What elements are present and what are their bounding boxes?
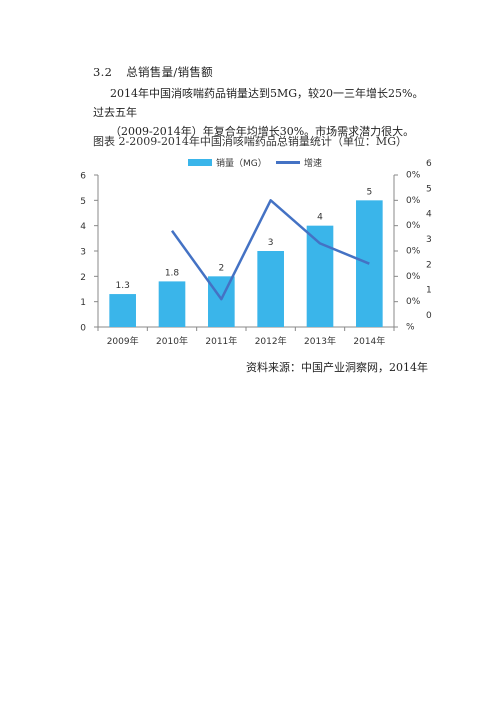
right-axis-tick-suffix: 0%	[406, 221, 421, 231]
source-note: 资料来源：中国产业洞察网，2014年	[246, 361, 428, 374]
section-title: 总销售量/销售额	[126, 65, 213, 79]
bar	[109, 294, 136, 327]
paragraph-line-2: （2009-2014年）年复合年均增长30%。市场需求潜力很大。	[110, 125, 415, 138]
chart-caption: 图表 2-2009-2014年中国消咳喘药品总销量统计（单位：MG）	[93, 135, 407, 148]
x-axis-tick-label: 2011年	[205, 335, 237, 347]
bar-data-label: 4	[317, 213, 323, 223]
right-axis-tick-suffix: %	[406, 323, 415, 333]
bar	[306, 225, 334, 327]
bar-data-label: 2	[218, 263, 224, 273]
x-axis-tick-label: 2012年	[255, 335, 287, 347]
paragraph-line-1: 2014年中国消咳喘药品销量达到5MG，较20一三年增长25%。过去五年	[93, 87, 424, 119]
right-axis-tick-label: 6	[426, 159, 432, 169]
right-axis-tick-label: 2	[426, 260, 432, 270]
x-axis-tick-label: 2013年	[304, 335, 336, 347]
section-heading: 3.2 总销售量/销售额	[93, 64, 213, 80]
right-axis-tick-label: 4	[426, 210, 432, 220]
left-axis-tick-label: 0	[80, 324, 86, 334]
bar-data-label: 1.8	[165, 268, 180, 278]
right-axis-tick-suffix: 0%	[406, 297, 421, 307]
right-axis-tick-label: 0	[426, 311, 432, 321]
left-axis-tick-label: 1	[80, 298, 86, 308]
left-axis-tick-label: 2	[80, 273, 86, 283]
right-axis-tick-suffix: 0%	[406, 171, 421, 181]
left-axis-tick-label: 4	[80, 222, 86, 232]
right-axis-tick-suffix: 0%	[406, 272, 421, 282]
x-axis-tick-label: 2009年	[107, 335, 139, 347]
bar	[208, 276, 235, 327]
x-axis-tick-label: 2014年	[353, 335, 385, 347]
left-axis-tick-label: 5	[80, 197, 86, 207]
section-number: 3.2	[93, 65, 113, 79]
body-paragraph: 2014年中国消咳喘药品销量达到5MG，较20一三年增长25%。过去五年 （20…	[93, 84, 433, 141]
bar-data-label: 3	[268, 238, 274, 248]
right-axis-tick-suffix: 0%	[406, 247, 421, 257]
bar	[257, 251, 284, 327]
legend-swatch-sales	[188, 159, 212, 166]
left-axis-tick-label: 6	[80, 172, 86, 182]
left-axis-tick-label: 3	[80, 248, 86, 258]
x-axis-tick-label: 2010年	[156, 335, 188, 347]
sales-chart: 0 1 2 3 4 5 6 0% 1 0% 2 0% 3 0% 4 0% 5 0% 6 0% 2009年 2010年 201…	[80, 157, 432, 347]
bar-data-label: 1.3	[116, 281, 130, 291]
bar-data-label: 5	[366, 187, 372, 197]
right-axis-tick-suffix: 0%	[406, 196, 421, 206]
right-axis-tick-label: 5	[426, 184, 432, 194]
growth-rate-line	[170, 199, 370, 301]
right-axis-tick-label: 3	[426, 235, 432, 245]
right-axis-tick-label: 1	[426, 286, 432, 296]
bar	[158, 281, 186, 327]
legend-label-growth: 增速	[304, 157, 322, 169]
legend-label-sales: 销量（MG）	[216, 157, 267, 169]
